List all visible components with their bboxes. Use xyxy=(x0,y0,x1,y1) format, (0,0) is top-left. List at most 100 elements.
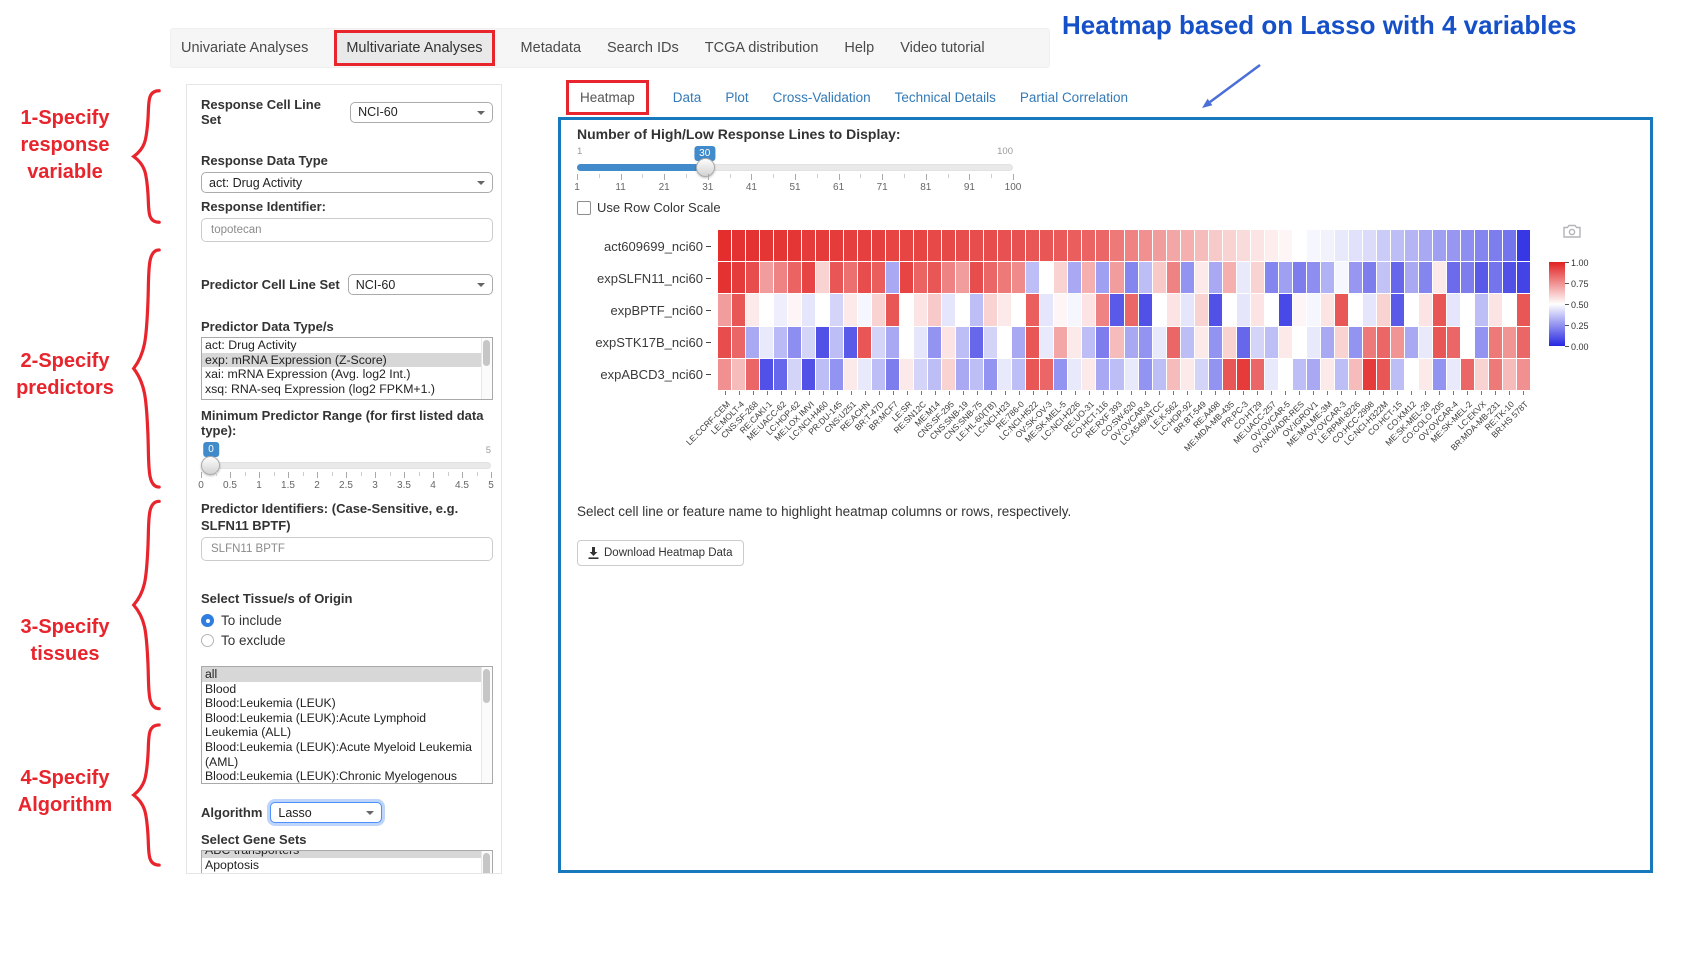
heatmap-cell[interactable] xyxy=(1404,230,1418,262)
heatmap-cell[interactable] xyxy=(802,262,816,294)
heatmap-cell[interactable] xyxy=(816,230,830,262)
heatmap-cell[interactable] xyxy=(1194,326,1208,358)
heatmap-cell[interactable] xyxy=(1208,326,1222,358)
heatmap-cell[interactable] xyxy=(1404,262,1418,294)
heatmap-cell[interactable] xyxy=(1110,358,1124,390)
heatmap-cell[interactable] xyxy=(1026,326,1040,358)
heatmap-cell[interactable] xyxy=(872,326,886,358)
download-heatmap-data-button[interactable]: Download Heatmap Data xyxy=(577,540,744,566)
heatmap-cell[interactable] xyxy=(1138,262,1152,294)
heatmap-cell[interactable] xyxy=(1068,262,1082,294)
heatmap-cell[interactable] xyxy=(802,326,816,358)
heatmap-cell[interactable] xyxy=(858,326,872,358)
heatmap-cell[interactable] xyxy=(1404,294,1418,326)
heatmap-cell[interactable] xyxy=(1152,294,1166,326)
heatmap-cell[interactable] xyxy=(1208,262,1222,294)
heatmap-cell[interactable] xyxy=(928,262,942,294)
heatmap-cell[interactable] xyxy=(872,358,886,390)
heatmap-row-label-expstk17b-nci60[interactable]: expSTK17B_nci60 xyxy=(561,326,711,358)
response-cell-line-set-select[interactable]: NCI-60 xyxy=(350,101,493,123)
tab-technical-details[interactable]: Technical Details xyxy=(894,90,996,105)
heatmap-cell[interactable] xyxy=(1348,262,1362,294)
heatmap-cell[interactable] xyxy=(900,326,914,358)
heatmap-cell[interactable] xyxy=(1334,358,1348,390)
heatmap-cell[interactable] xyxy=(1138,230,1152,262)
heatmap-cell[interactable] xyxy=(1124,262,1138,294)
heatmap-cell[interactable] xyxy=(1152,358,1166,390)
heatmap-cell[interactable] xyxy=(1432,262,1446,294)
heatmap-cell[interactable] xyxy=(970,230,984,262)
heatmap-cell[interactable] xyxy=(1250,294,1264,326)
heatmap-cell[interactable] xyxy=(1362,326,1376,358)
heatmap-cell[interactable] xyxy=(1026,358,1040,390)
heatmap-cell[interactable] xyxy=(1236,262,1250,294)
heatmap-cell[interactable] xyxy=(1068,294,1082,326)
heatmap-cell[interactable] xyxy=(732,326,746,358)
heatmap-cell[interactable] xyxy=(1180,358,1194,390)
predictor-data-type-option-xsq-rna-seq-expression-log2-fp[interactable]: xsq: RNA-seq Expression (log2 FPKM+1.) xyxy=(205,381,435,396)
tab-heatmap[interactable]: Heatmap xyxy=(580,90,635,105)
heatmap-cell[interactable] xyxy=(830,262,844,294)
heatmap-cell[interactable] xyxy=(760,294,774,326)
heatmap-cell[interactable] xyxy=(928,294,942,326)
heatmap-cell[interactable] xyxy=(1446,326,1460,358)
heatmap-cell[interactable] xyxy=(1250,326,1264,358)
heatmap-cell[interactable] xyxy=(816,326,830,358)
heatmap-cell[interactable] xyxy=(1222,358,1236,390)
heatmap-cell[interactable] xyxy=(788,262,802,294)
heatmap-cell[interactable] xyxy=(1026,294,1040,326)
heatmap-row-label-expbptf-nci60[interactable]: expBPTF_nci60 xyxy=(561,294,711,326)
heatmap-cell[interactable] xyxy=(718,358,732,390)
heatmap-cell[interactable] xyxy=(1278,358,1292,390)
heatmap-cell[interactable] xyxy=(760,262,774,294)
heatmap-cell[interactable] xyxy=(1180,230,1194,262)
heatmap-cell[interactable] xyxy=(1236,230,1250,262)
heatmap-cell[interactable] xyxy=(774,326,788,358)
heatmap-cell[interactable] xyxy=(732,230,746,262)
heatmap-cell[interactable] xyxy=(1376,294,1390,326)
heatmap-row-label-act609699-nci60[interactable]: act609699_nci60 xyxy=(561,230,711,262)
heatmap-cell[interactable] xyxy=(1110,326,1124,358)
heatmap-cell[interactable] xyxy=(886,230,900,262)
heatmap-cell[interactable] xyxy=(788,358,802,390)
heatmap-cell[interactable] xyxy=(1194,358,1208,390)
heatmap-cell[interactable] xyxy=(1362,294,1376,326)
heatmap-cell[interactable] xyxy=(1278,262,1292,294)
heatmap-cell[interactable] xyxy=(1432,294,1446,326)
min-predictor-range-handle[interactable] xyxy=(201,456,220,475)
heatmap-cell[interactable] xyxy=(802,230,816,262)
response-identifier-input[interactable]: topotecan xyxy=(201,218,493,242)
heatmap-cell[interactable] xyxy=(1446,358,1460,390)
heatmap-cell[interactable] xyxy=(1306,326,1320,358)
heatmap-cell[interactable] xyxy=(1040,326,1054,358)
heatmap-cell[interactable] xyxy=(914,358,928,390)
heatmap-cell[interactable] xyxy=(984,358,998,390)
heatmap-cell[interactable] xyxy=(760,230,774,262)
heatmap-cell[interactable] xyxy=(1460,326,1474,358)
heatmap-cell[interactable] xyxy=(1418,262,1432,294)
heatmap-cell[interactable] xyxy=(1348,358,1362,390)
heatmap-cell[interactable] xyxy=(1334,262,1348,294)
response-data-type-select[interactable]: act: Drug Activity xyxy=(201,172,493,193)
heatmap-cell[interactable] xyxy=(1152,326,1166,358)
heatmap-cell[interactable] xyxy=(1376,358,1390,390)
heatmap-cell[interactable] xyxy=(830,294,844,326)
heatmap-cell[interactable] xyxy=(1096,326,1110,358)
heatmap-cell[interactable] xyxy=(760,358,774,390)
heatmap-cell[interactable] xyxy=(984,294,998,326)
heatmap-cell[interactable] xyxy=(858,358,872,390)
scrollbar[interactable] xyxy=(481,667,492,783)
heatmap-cell[interactable] xyxy=(844,326,858,358)
heatmap-cell[interactable] xyxy=(1012,230,1026,262)
heatmap-cell[interactable] xyxy=(1516,262,1530,294)
heatmap-cell[interactable] xyxy=(1180,326,1194,358)
heatmap-cell[interactable] xyxy=(1278,294,1292,326)
heatmap-cell[interactable] xyxy=(1474,294,1488,326)
heatmap-cell[interactable] xyxy=(1194,294,1208,326)
predictor-data-types-listbox[interactable]: act: Drug Activity exp: mRNA Expression (… xyxy=(201,337,493,400)
heatmap-cell[interactable] xyxy=(1096,358,1110,390)
tab-cross-validation[interactable]: Cross-Validation xyxy=(772,90,871,105)
heatmap-cell[interactable] xyxy=(1292,294,1306,326)
heatmap-cell[interactable] xyxy=(998,358,1012,390)
heatmap-cell[interactable] xyxy=(1320,230,1334,262)
